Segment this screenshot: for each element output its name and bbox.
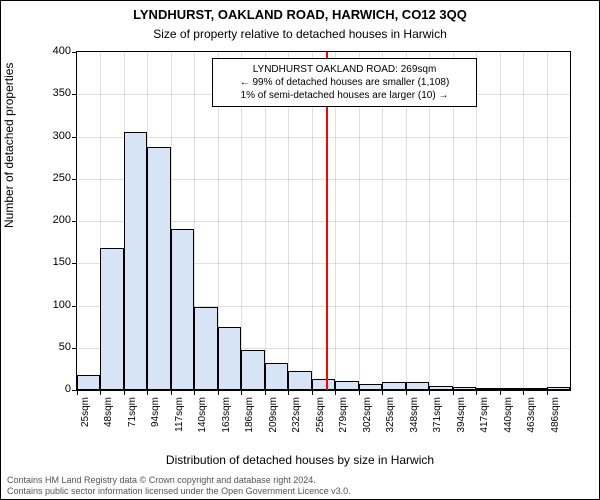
histogram-bar bbox=[147, 147, 170, 390]
histogram-bar bbox=[335, 381, 358, 390]
histogram-bar bbox=[77, 375, 100, 390]
x-tick-label: 417sqm bbox=[479, 397, 490, 447]
x-axis-label: Distribution of detached houses by size … bbox=[1, 453, 599, 467]
histogram-bar bbox=[171, 229, 194, 390]
x-tick-label: 371sqm bbox=[432, 397, 443, 447]
x-tick-label: 94sqm bbox=[150, 397, 161, 447]
annotation-line3: 1% of semi-detached houses are larger (1… bbox=[221, 89, 468, 102]
histogram-bar bbox=[429, 386, 452, 390]
chart-title-main: LYNDHURST, OAKLAND ROAD, HARWICH, CO12 3… bbox=[1, 7, 599, 22]
y-tick-label: 300 bbox=[31, 130, 71, 142]
y-tick-label: 400 bbox=[31, 45, 71, 57]
footer-line1: Contains HM Land Registry data © Crown c… bbox=[7, 475, 351, 486]
x-tick-label: 140sqm bbox=[197, 397, 208, 447]
histogram-bar bbox=[265, 363, 288, 390]
histogram-bar bbox=[453, 387, 476, 390]
y-tick-label: 100 bbox=[31, 299, 71, 311]
histogram-bar bbox=[218, 327, 241, 390]
histogram-bar bbox=[124, 132, 147, 390]
histogram-bar bbox=[500, 388, 523, 390]
x-tick-label: 325sqm bbox=[385, 397, 396, 447]
histogram-bar bbox=[312, 379, 335, 390]
x-tick-label: 256sqm bbox=[315, 397, 326, 447]
x-tick-label: 163sqm bbox=[221, 397, 232, 447]
y-tick-label: 150 bbox=[31, 256, 71, 268]
annotation-line2: ← 99% of detached houses are smaller (1,… bbox=[221, 76, 468, 89]
chart-container: LYNDHURST, OAKLAND ROAD, HARWICH, CO12 3… bbox=[0, 0, 600, 500]
histogram-bar bbox=[547, 387, 570, 390]
y-tick-label: 350 bbox=[31, 87, 71, 99]
histogram-bar bbox=[476, 388, 499, 390]
y-tick-label: 0 bbox=[31, 383, 71, 395]
histogram-bar bbox=[359, 384, 382, 390]
x-tick-label: 394sqm bbox=[456, 397, 467, 447]
x-tick-label: 48sqm bbox=[103, 397, 114, 447]
x-tick-label: 348sqm bbox=[409, 397, 420, 447]
x-tick-label: 25sqm bbox=[80, 397, 91, 447]
histogram-bar bbox=[382, 382, 405, 390]
footer-line2: Contains public sector information licen… bbox=[7, 486, 351, 497]
x-tick-label: 302sqm bbox=[362, 397, 373, 447]
histogram-bar bbox=[288, 371, 311, 390]
histogram-bar bbox=[241, 350, 264, 390]
histogram-bar bbox=[194, 307, 217, 390]
x-tick-label: 71sqm bbox=[127, 397, 138, 447]
x-tick-label: 279sqm bbox=[338, 397, 349, 447]
y-axis-label: Number of detached properties bbox=[2, 63, 16, 228]
x-tick-label: 232sqm bbox=[291, 397, 302, 447]
x-tick-label: 186sqm bbox=[244, 397, 255, 447]
x-tick-label: 209sqm bbox=[268, 397, 279, 447]
histogram-bar bbox=[100, 248, 123, 390]
x-tick-label: 440sqm bbox=[503, 397, 514, 447]
y-tick-label: 50 bbox=[31, 341, 71, 353]
x-tick-label: 486sqm bbox=[550, 397, 561, 447]
footer-attribution: Contains HM Land Registry data © Crown c… bbox=[7, 475, 351, 497]
histogram-bar bbox=[406, 382, 429, 390]
chart-title-sub: Size of property relative to detached ho… bbox=[1, 27, 599, 41]
plot-area: LYNDHURST OAKLAND ROAD: 269sqm← 99% of d… bbox=[76, 51, 571, 391]
annotation-box: LYNDHURST OAKLAND ROAD: 269sqm← 99% of d… bbox=[212, 58, 477, 107]
histogram-bar bbox=[523, 388, 546, 390]
x-tick-label: 117sqm bbox=[174, 397, 185, 447]
annotation-line1: LYNDHURST OAKLAND ROAD: 269sqm bbox=[221, 63, 468, 76]
x-tick-label: 463sqm bbox=[526, 397, 537, 447]
y-tick-label: 200 bbox=[31, 214, 71, 226]
y-tick-label: 250 bbox=[31, 172, 71, 184]
